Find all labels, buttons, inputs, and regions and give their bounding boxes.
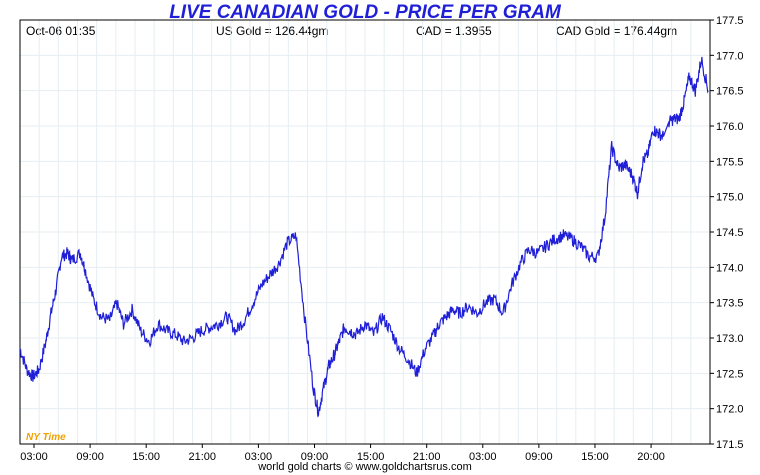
x-tick-label: 21:00	[413, 451, 441, 463]
price-series-line	[19, 56, 709, 418]
x-tick-label: 15:00	[132, 451, 160, 463]
y-tick-label: 174.5	[716, 227, 744, 239]
timezone-label: NY Time	[26, 432, 66, 443]
x-tick-label: 09:00	[525, 451, 553, 463]
y-tick-label: 176.5	[716, 86, 744, 98]
x-tick-label: 09:00	[301, 451, 329, 463]
y-tick-label: 177.5	[716, 15, 744, 27]
y-tick-label: 172.5	[716, 368, 744, 380]
footer-credit: world gold charts © www.goldchartsrus.co…	[258, 461, 472, 473]
chart-title: LIVE CANADIAN GOLD - PRICE PER GRAM	[169, 2, 561, 23]
x-tick-label: 03:00	[469, 451, 497, 463]
y-tick-label: 173.0	[716, 333, 744, 345]
us-gold-price: US Gold = 126.44gm	[216, 24, 329, 38]
x-tick-label: 09:00	[76, 451, 104, 463]
x-tick-label: 03:00	[20, 451, 48, 463]
y-axis: 171.5 172.0 172.5 173.0 173.5 174.0 174.5 175.0…	[710, 15, 744, 451]
timestamp: Oct-06 01:35	[26, 24, 96, 38]
x-tick-label: 20:00	[637, 451, 665, 463]
y-tick-label: 173.5	[716, 298, 744, 310]
cad-rate: CAD = 1.3955	[416, 24, 492, 38]
y-tick-label: 177.0	[716, 50, 744, 62]
y-tick-label: 172.0	[716, 404, 744, 416]
y-tick-label: 174.0	[716, 262, 744, 274]
grid-lines	[20, 19, 710, 445]
x-tick-label: 21:00	[189, 451, 217, 463]
y-tick-label: 175.0	[716, 192, 744, 204]
x-axis: 03:00 09:00 15:00 21:00 03:00 09:00 15:00 21:00…	[20, 444, 665, 463]
x-tick-label: 03:00	[245, 451, 273, 463]
y-tick-label: 171.5	[716, 439, 744, 451]
y-tick-label: 176.0	[716, 121, 744, 133]
cad-gold-price: CAD Gold = 176.44gm	[556, 24, 678, 38]
y-tick-label: 175.5	[716, 156, 744, 168]
x-tick-label: 15:00	[581, 451, 609, 463]
x-tick-label: 15:00	[357, 451, 385, 463]
